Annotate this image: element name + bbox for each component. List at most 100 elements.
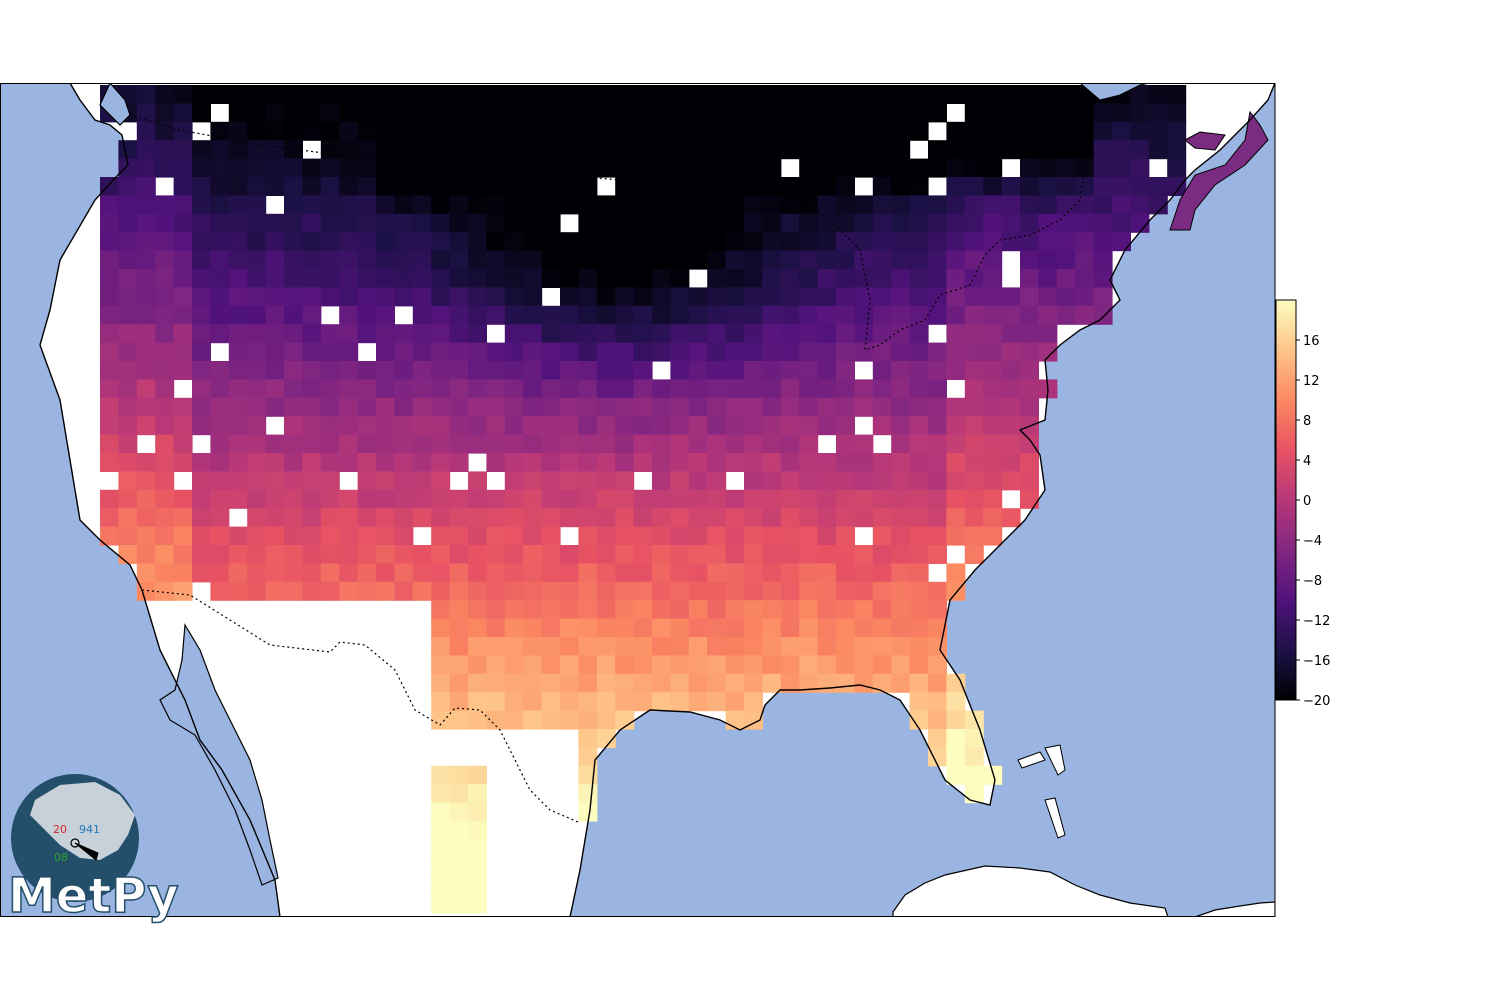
temperature-cell [799,324,819,344]
temperature-cell [376,103,395,123]
temperature-cell [412,121,432,141]
temperature-cell [596,305,616,325]
temperature-cell [247,250,267,270]
temperature-cell [707,655,727,675]
temperature-cell [228,581,248,601]
temperature-cell [744,471,763,491]
temperature-cell [872,655,892,675]
temperature-cell [928,508,947,528]
temperature-cell [725,158,745,178]
temperature-cell [670,379,690,399]
temperature-cell [615,232,635,252]
temperature-cell [596,324,616,344]
temperature-cell [964,121,984,141]
temperature-cell [854,103,874,123]
temperature-cell [872,232,892,252]
temperature-cell [1093,158,1113,178]
temperature-cell [633,103,653,123]
temperature-cell [799,434,819,454]
temperature-cell [707,250,727,270]
temperature-cell [339,379,359,399]
temperature-cell [1001,397,1021,417]
temperature-cell [596,673,616,693]
temperature-cell [284,250,303,270]
temperature-cell [468,361,487,380]
temperature-cell [265,250,285,270]
temperature-cell [670,121,690,141]
temperature-cell [247,269,267,288]
temperature-cell [780,563,800,583]
temperature-cell [836,526,855,546]
temperature-cell [1130,177,1150,196]
temperature-cell [1167,177,1187,196]
temperature-cell [964,361,984,380]
temperature-cell [799,342,819,362]
temperature-cell [339,526,359,546]
temperature-cell [707,581,727,601]
temperature-cell [670,397,690,417]
temperature-cell [136,195,156,215]
temperature-cell [817,140,837,160]
temperature-cell [541,177,561,196]
temperature-cell [247,471,267,491]
temperature-cell [799,526,819,546]
temperature-cell [872,342,892,362]
temperature-cell [799,563,819,583]
temperature-cell [541,305,561,325]
temperature-cell [633,526,653,546]
temperature-cell [762,453,782,472]
temperature-cell [173,177,193,196]
temperature-cell [688,526,708,546]
temperature-cell [836,287,855,307]
temperature-cell [633,324,653,344]
temperature-cell [780,305,800,325]
temperature-cell [449,269,469,288]
temperature-cell [339,177,359,196]
temperature-cell [284,121,303,141]
temperature-cell [155,85,175,104]
temperature-cell [725,324,745,344]
temperature-cell [357,453,377,472]
temperature-cell [596,397,616,417]
temperature-cell [596,416,616,436]
temperature-cell [817,545,837,564]
temperature-cell [339,121,359,141]
temperature-cell [725,545,745,564]
temperature-cell [486,416,506,436]
temperature-cell [412,453,432,472]
temperature-cell [1020,269,1039,288]
temperature-cell [210,581,230,601]
temperature-cell [118,287,138,307]
temperature-cell [320,103,340,123]
temperature-cell [688,140,708,160]
temperature-cell [964,342,984,362]
temperature-cell [891,103,911,123]
temperature-cell [173,434,193,454]
temperature-cell [1112,195,1131,215]
temperature-cell [744,287,763,307]
temperature-cell [100,361,119,380]
temperature-cell [265,269,285,288]
temperature-cell [192,232,211,252]
temperature-cell [744,213,763,233]
temperature-cell [265,434,285,454]
temperature-cell [780,508,800,528]
temperature-cell [633,673,653,693]
temperature-cell [799,85,819,104]
temperature-cell [928,545,947,564]
temperature-cell [376,434,395,454]
temperature-cell [836,563,855,583]
temperature-cell [983,361,1003,380]
temperature-cell [320,489,340,509]
temperature-cell [265,379,285,399]
temperature-cell [854,618,874,638]
temperature-cell [799,637,819,656]
temperature-cell [431,232,451,252]
temperature-cell [762,563,782,583]
temperature-cell [615,158,635,178]
temperature-cell [210,453,230,472]
temperature-cell [468,103,487,123]
temperature-cell [523,453,543,472]
temperature-cell [799,250,819,270]
temperature-cell [817,379,837,399]
